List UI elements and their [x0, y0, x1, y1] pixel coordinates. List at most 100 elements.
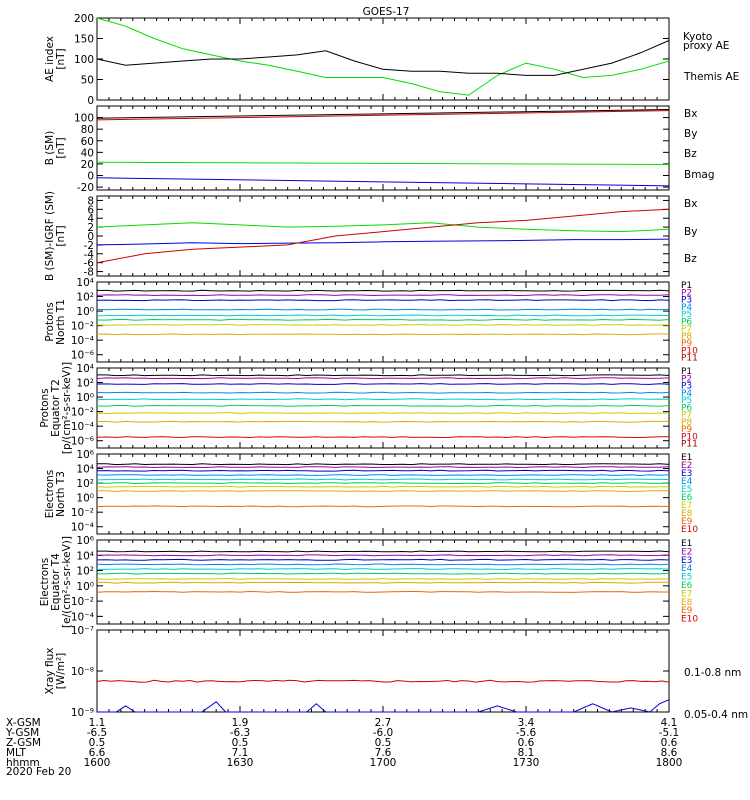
panel-3-legend-P2: P2	[681, 288, 692, 298]
panel-6-ylabel: [e/(cm²-s-sr-keV)]	[61, 536, 73, 628]
plot-title: GOES-17	[363, 6, 410, 18]
panel-5-legend-E5: E5	[681, 485, 692, 495]
panel-4-series-P3	[96, 383, 670, 385]
panel-6-series-E9	[96, 590, 669, 593]
panel-3-ylabel: North T1	[55, 299, 67, 345]
xaxis-value: -6.3	[230, 727, 251, 739]
y-tick-label: 10²	[76, 292, 94, 304]
xaxis-row-label: MLT	[6, 747, 26, 759]
panel-4-series-P2	[96, 377, 670, 380]
y-tick-label: -8	[84, 267, 94, 279]
panel-6-ylabel: Equator T4	[50, 553, 62, 611]
y-tick-label: 10²	[76, 378, 94, 390]
panel-6-legend-E6: E6	[681, 581, 693, 591]
panel-6-legend-E8: E8	[681, 598, 693, 608]
panel-4-legend-P3: P3	[681, 382, 692, 392]
panel-2-series-2	[96, 208, 670, 264]
xaxis-value: 4.1	[661, 717, 678, 729]
panel-4-legend-P10: P10	[681, 432, 698, 442]
y-tick-label: 0	[87, 95, 94, 107]
panel-6-legend-E7: E7	[681, 589, 692, 599]
panel-7-ylabel: Xray flux	[44, 648, 56, 695]
panel-4-legend-P11: P11	[681, 440, 698, 450]
panel-6-legend-E3: E3	[681, 556, 692, 566]
panel-3-legend-P4: P4	[681, 303, 692, 313]
y-tick-label: 100	[74, 113, 94, 125]
xaxis-value: 0.5	[89, 737, 106, 749]
xaxis-value: 7.1	[232, 747, 249, 759]
panel-4-legend-P7: P7	[681, 411, 692, 421]
panel-2-series-1	[96, 222, 670, 233]
panel-5-legend-E7: E7	[681, 501, 692, 511]
xaxis-value: -6.0	[373, 727, 394, 739]
panel-2-legend-item: Bz	[684, 253, 697, 265]
panel-1-legend-item: Bx	[684, 108, 697, 120]
y-tick-label: 10⁻²	[71, 507, 94, 519]
panel-5-legend-E3: E3	[681, 469, 692, 479]
xaxis-value: 7.6	[375, 747, 392, 759]
panel-0-ylabel: [nT]	[55, 48, 67, 69]
panel-4-legend-P8: P8	[681, 418, 692, 428]
panel-4-series-P8	[97, 420, 669, 423]
panel-0-series-0	[96, 17, 670, 96]
panel-3-legend-P10: P10	[681, 346, 698, 356]
panel-1-legend-item: Bmag	[684, 169, 715, 181]
y-tick-label: 4	[87, 213, 94, 225]
panel-4-series-P6	[96, 404, 670, 407]
y-tick-label: 0	[87, 231, 94, 243]
panel-7-series-0	[96, 679, 670, 683]
xaxis-row-label: X-GSM	[6, 717, 41, 729]
panel-5-series-E4	[96, 474, 670, 477]
panel-6-legend-E1: E1	[681, 539, 692, 549]
panel-1-series-0	[96, 177, 670, 187]
y-tick-label: 50	[81, 75, 94, 87]
panel-2-legend-item: Bx	[684, 198, 697, 210]
panel-5-series-E3	[96, 469, 670, 472]
panel-6-series-E6	[96, 572, 670, 575]
y-tick-label: 10⁻⁶	[71, 436, 94, 448]
panel-5-series-E1	[97, 463, 670, 466]
y-tick-label: -4	[84, 249, 95, 261]
panel-3-legend-P6: P6	[681, 317, 692, 327]
panel-3-series-P7	[96, 323, 670, 326]
panel-4-series-P5	[96, 398, 670, 401]
y-tick-label: 10⁻²	[71, 596, 94, 608]
xaxis-value: 0.6	[661, 737, 678, 749]
y-tick-label: 10²	[76, 478, 94, 490]
xaxis-row-label: hhmm	[6, 757, 40, 769]
y-tick-label: 10⁻⁸	[71, 666, 94, 678]
xaxis-value: 1700	[370, 757, 397, 769]
panel-4-series-P1	[97, 374, 670, 377]
panel-4-series-P10	[96, 436, 670, 439]
panel-5-legend-E6: E6	[681, 493, 693, 503]
y-tick-label: 10⁻⁴	[71, 522, 94, 534]
y-tick-label: 10⁶	[76, 535, 94, 547]
panel-5-legend-E4: E4	[681, 477, 693, 487]
xaxis-value: 0.5	[375, 737, 392, 749]
panel-0-series-1	[96, 40, 670, 76]
xaxis-value: 1600	[84, 757, 111, 769]
panel-4-legend-P6: P6	[681, 403, 692, 413]
panel-4-series-P4	[96, 391, 670, 394]
panel-6-series-E1	[97, 550, 670, 553]
y-tick-label: 10⁴	[76, 277, 94, 289]
panel-3-legend-P3: P3	[681, 296, 692, 306]
panel-4-ylabel: [p/(cm²-s-sr-keV)]	[61, 362, 73, 454]
panel-3-series-P1	[97, 289, 670, 292]
panel-3-legend-P5: P5	[681, 310, 692, 320]
panel-1-ylabel: [nT]	[55, 137, 67, 158]
panel-6-series-E3	[96, 558, 670, 561]
xaxis-value: 8.1	[518, 747, 535, 759]
panel-5-legend-E10: E10	[681, 525, 698, 535]
y-tick-label: 10⁻⁴	[71, 611, 94, 623]
panel-3-legend-P1: P1	[681, 281, 692, 291]
xaxis-value: 2.7	[375, 717, 392, 729]
xaxis-value: 1630	[227, 757, 254, 769]
panel-4-series-P7	[96, 412, 670, 415]
y-tick-label: 10⁴	[76, 363, 94, 375]
panel-5-legend-E1: E1	[681, 453, 692, 463]
xaxis-value: 0.6	[518, 737, 535, 749]
y-tick-label: 10⁻⁷	[71, 625, 94, 637]
xaxis-value: 0.5	[232, 737, 249, 749]
